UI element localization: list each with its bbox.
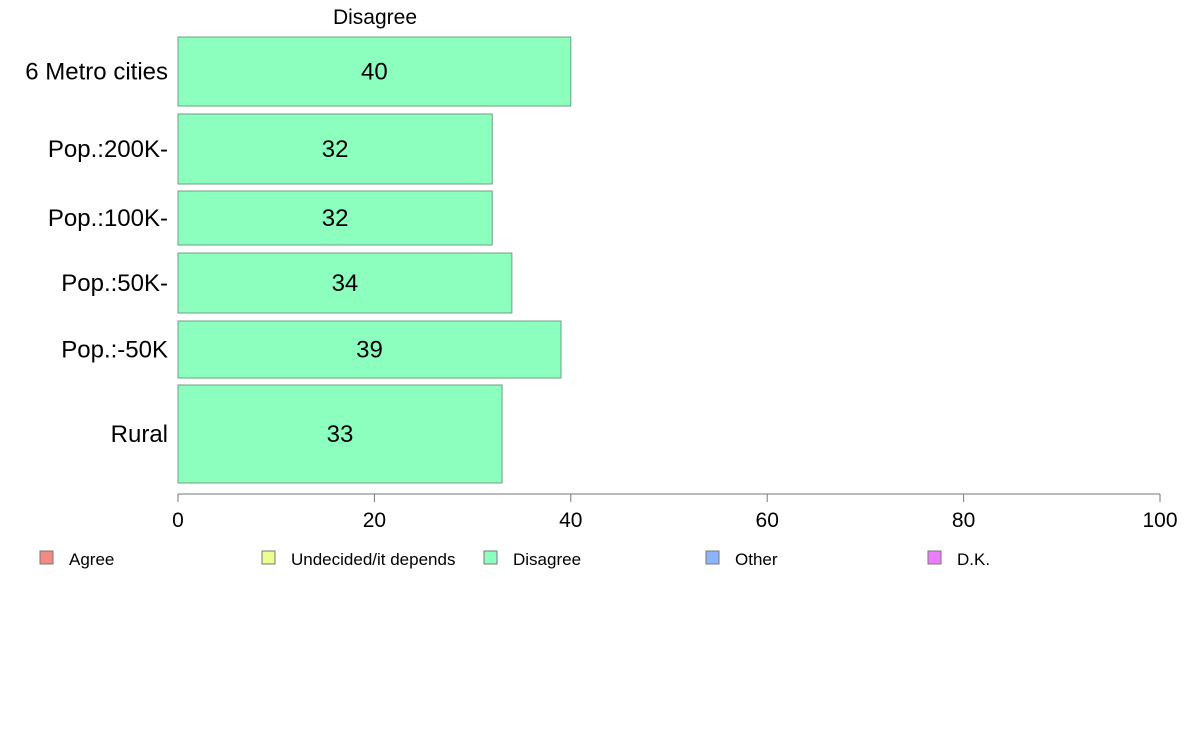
bar-value-label: 39 [356, 337, 383, 364]
bar-value-label: 40 [361, 59, 388, 86]
category-label: Rural [111, 421, 168, 448]
x-tick-label: 100 [1142, 509, 1177, 532]
x-tick-label: 20 [363, 509, 386, 532]
legend-label: D.K. [957, 550, 990, 569]
legend-label: Undecided/it depends [291, 550, 455, 569]
bar [177, 384, 503, 484]
category-label: 6 Metro cities [25, 59, 168, 86]
bar [177, 190, 493, 246]
category-label: Pop.:200K- [48, 136, 168, 163]
legend-swatch [483, 550, 498, 565]
x-tick-label: 60 [756, 509, 779, 532]
bar [177, 36, 572, 107]
legend-label: Disagree [513, 550, 581, 569]
bar [177, 320, 562, 379]
bar-value-label: 32 [322, 205, 349, 232]
bar-value-label: 34 [332, 270, 359, 297]
category-label: Pop.:-50K [61, 337, 168, 364]
legend-swatch [927, 550, 942, 565]
legend: Agree Undecided/it depends Disagree Other D.… [39, 550, 990, 569]
category-label: Pop.:100K- [48, 205, 168, 232]
legend-swatch [39, 550, 54, 565]
x-tick-label: 40 [559, 509, 582, 532]
bar [177, 113, 493, 185]
bar [177, 252, 513, 314]
legend-label: Other [735, 550, 778, 569]
legend-label: Agree [69, 550, 114, 569]
chart-title: Disagree [333, 6, 417, 29]
legend-swatch [261, 550, 276, 565]
legend-swatch [705, 550, 720, 565]
x-tick-label: 0 [172, 509, 184, 532]
category-label: Pop.:50K- [61, 270, 168, 297]
bars-group: 40 6 Metro cities 32 Pop.:200K- 32 Pop.:100K-… [25, 36, 572, 484]
x-tick-label: 80 [952, 509, 975, 532]
bar-value-label: 32 [322, 136, 349, 163]
x-axis: 0 20 40 60 80 100 [172, 493, 1178, 532]
bar-value-label: 33 [327, 421, 354, 448]
